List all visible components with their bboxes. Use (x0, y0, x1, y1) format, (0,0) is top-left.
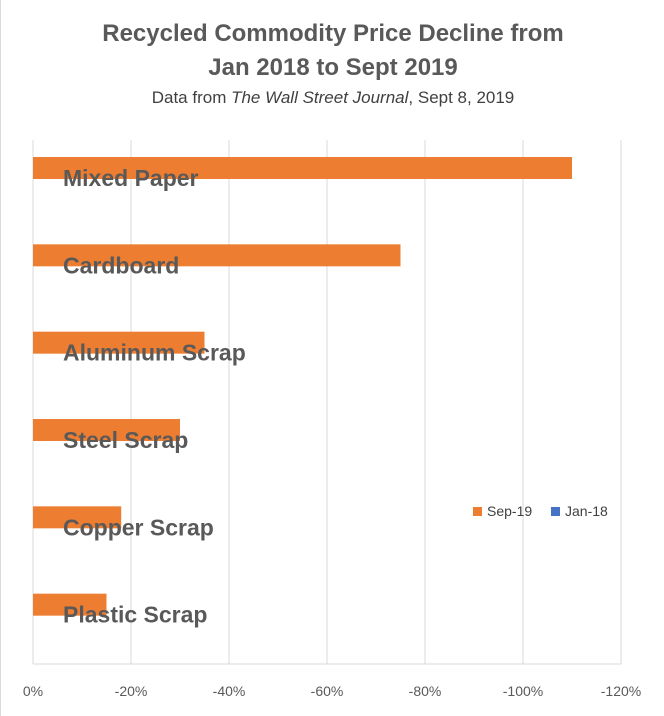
category-label: Steel Scrap (63, 427, 188, 453)
x-tick-label: 0% (23, 683, 43, 699)
bar-sep-19 (33, 419, 180, 441)
category-label: Cardboard (63, 252, 179, 278)
chart-title-line-1: Recycled Commodity Price Decline from (102, 20, 564, 47)
legend-swatch (473, 507, 482, 516)
bar-sep-19 (33, 331, 205, 354)
x-tick-label: -120% (601, 683, 641, 699)
subtitle-prefix: Data from (151, 88, 232, 107)
category-label: Mixed Paper (63, 165, 199, 191)
category-label: Copper Scrap (63, 514, 214, 540)
chart-title-line-2: Jan 2018 to Sept 2019 (208, 54, 458, 81)
category-label: Aluminum Scrap (63, 340, 246, 366)
bar-sep-19 (33, 506, 122, 529)
legend-label: Sep-19 (487, 503, 532, 519)
x-tick-label: -40% (213, 683, 246, 699)
x-tick-label: -20% (115, 683, 148, 699)
legend-swatch (551, 507, 560, 516)
subtitle-source: The Wall Street Journal (231, 88, 409, 107)
bar-sep-19 (33, 244, 401, 267)
chart-subtitle: Data from The Wall Street Journal, Sept … (1, 88, 664, 108)
x-tick-label: -100% (503, 683, 543, 699)
category-label: Plastic Scrap (63, 602, 207, 628)
legend-label: Jan-18 (565, 503, 608, 519)
bar-sep-19 (33, 157, 572, 179)
x-tick-label: -80% (409, 683, 442, 699)
bar-sep-19 (33, 593, 107, 616)
subtitle-suffix: , Sept 8, 2019 (408, 88, 515, 107)
x-tick-label: -60% (311, 683, 344, 699)
